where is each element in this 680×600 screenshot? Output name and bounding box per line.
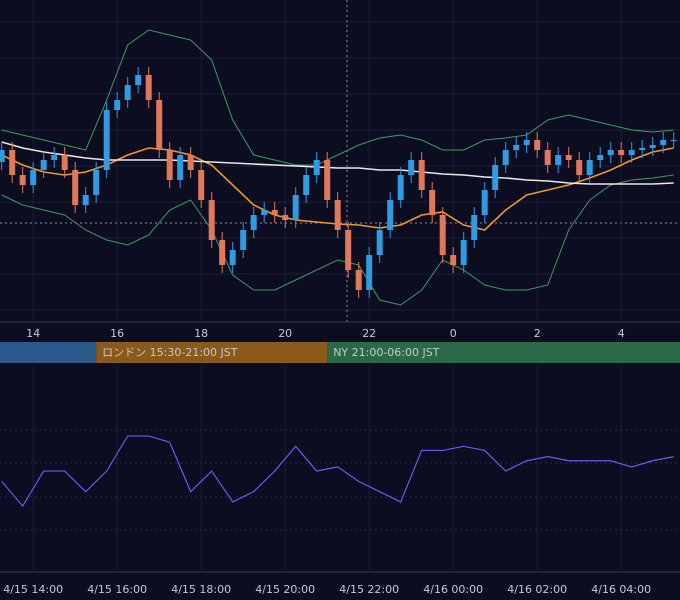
candle-body: [618, 150, 625, 155]
candle-body: [124, 85, 131, 100]
x-tick-label: 22: [362, 327, 376, 340]
session-bar: [96, 342, 328, 363]
candle-body: [576, 160, 583, 175]
candle-body: [187, 155, 194, 170]
x-tick-label: 4/15 16:00: [87, 583, 147, 596]
candle-body: [240, 230, 247, 250]
candle-body: [597, 155, 604, 160]
candle-body: [313, 160, 320, 175]
indicator-line: [1, 141, 674, 185]
x-tick-label: 4/15 20:00: [255, 583, 315, 596]
candle-body: [502, 150, 509, 165]
candle-body: [61, 155, 68, 170]
candle-body: [607, 150, 614, 155]
candle-body: [103, 110, 110, 170]
x-tick-label: 0: [450, 327, 457, 340]
session-bar: [0, 342, 97, 363]
candle-body: [534, 140, 541, 150]
osc-hgrid: [0, 429, 680, 531]
candle-body: [544, 150, 551, 165]
candle-body: [40, 160, 47, 170]
candle-body: [261, 210, 268, 215]
candle-body: [303, 175, 310, 195]
x-tick-label: 4: [618, 327, 625, 340]
candle-body: [376, 230, 383, 255]
candle-body: [177, 155, 184, 180]
session-label: ロンドン 15:30-21:00 JST: [102, 346, 238, 359]
candle-body: [408, 160, 415, 175]
candle-body: [72, 170, 79, 205]
candle-body: [387, 200, 394, 230]
candle-body: [523, 140, 530, 145]
candle-body: [397, 175, 404, 200]
x-tick-label: 14: [26, 327, 40, 340]
candle-body: [19, 175, 26, 185]
candle-body: [145, 75, 152, 100]
session-bar: [327, 342, 680, 363]
x-tick-label: 20: [278, 327, 292, 340]
candle-body: [429, 190, 436, 215]
candle-body: [282, 215, 289, 220]
candle-body: [628, 150, 635, 155]
x-tick-label: 4/16 04:00: [591, 583, 651, 596]
x-tick-label: 2: [534, 327, 541, 340]
candle-body: [208, 200, 215, 240]
candle-body: [565, 155, 572, 160]
candle-body: [9, 150, 16, 175]
candle-body: [450, 255, 457, 265]
candle-body: [114, 100, 121, 110]
candle-body: [492, 165, 499, 190]
candle-body: [156, 100, 163, 150]
candle-body: [271, 210, 278, 215]
candle-body: [292, 195, 299, 220]
candle-body: [660, 140, 667, 145]
candle-body: [250, 215, 257, 230]
candle-body: [0, 150, 5, 162]
x-tick-label: 18: [194, 327, 208, 340]
session-label: NY 21:00-06:00 JST: [333, 346, 440, 359]
candle-body: [366, 255, 373, 290]
x-tick-label: 4/15 18:00: [171, 583, 231, 596]
x-tick-label: 4/15 22:00: [339, 583, 399, 596]
candle-body: [481, 190, 488, 215]
candle-body: [670, 140, 677, 141]
indicator-line: [1, 29, 674, 166]
candle-body: [649, 145, 656, 148]
candle-body: [418, 160, 425, 190]
candle-body: [555, 155, 562, 165]
candle-body: [513, 145, 520, 150]
candle-body: [135, 75, 142, 85]
candle-body: [471, 215, 478, 240]
candle-body: [334, 200, 341, 230]
x-tick-label: 4/16 00:00: [423, 583, 483, 596]
candle-body: [345, 230, 352, 270]
candle-body: [355, 270, 362, 290]
x-tick-label: 4/16 02:00: [507, 583, 567, 596]
candle-body: [324, 160, 331, 200]
candle-body: [219, 240, 226, 265]
candle-body: [586, 160, 593, 175]
candle-body: [439, 215, 446, 255]
indicator-line: [1, 174, 674, 306]
candle-body: [30, 170, 37, 185]
candle-body: [93, 170, 100, 195]
candle-body: [198, 170, 205, 200]
candle-body: [166, 150, 173, 180]
candle-body: [229, 250, 236, 265]
x-tick-label: 16: [110, 327, 124, 340]
x-tick-label: 4/15 14:00: [3, 583, 63, 596]
candle-body: [82, 195, 89, 205]
candle-body: [639, 148, 646, 150]
candle-body: [460, 240, 467, 265]
oscillator-line: [1, 435, 674, 508]
candle-body: [51, 155, 58, 160]
